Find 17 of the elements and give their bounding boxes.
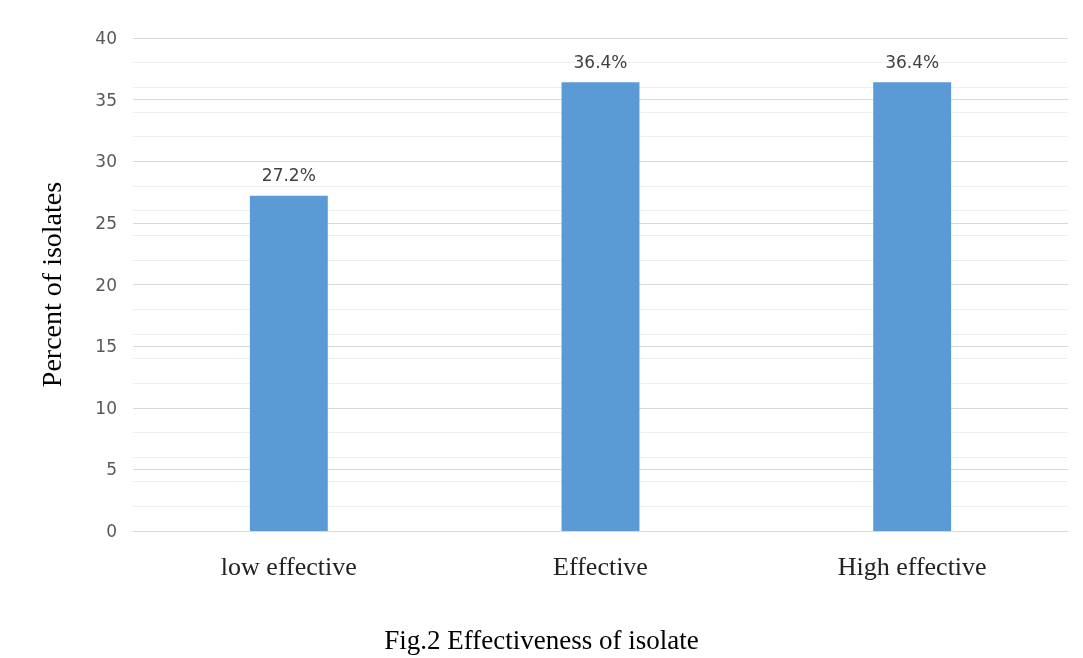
y-axis-title: Percent of isolates xyxy=(35,181,67,388)
y-tick-label: 5 xyxy=(106,459,117,480)
data-label: 36.4% xyxy=(573,51,628,72)
y-tick-label: 30 xyxy=(95,151,117,172)
y-tick-label: 20 xyxy=(95,274,117,295)
y-tick-label: 10 xyxy=(95,397,117,418)
data-label: 27.2% xyxy=(261,165,316,186)
text: Fig.2 Effectiveness of isolate xyxy=(384,624,699,655)
y-tick-label: 15 xyxy=(95,336,117,357)
y-tick-label: 0 xyxy=(106,521,117,541)
x-tick-label: High effective xyxy=(837,551,987,581)
y-tick-label: 25 xyxy=(95,212,117,233)
x-tick-label: low effective xyxy=(220,551,357,581)
y-tick-label: 35 xyxy=(95,89,117,110)
data-label: 36.4% xyxy=(885,51,940,72)
y-tick-label: 40 xyxy=(95,28,117,48)
x-tick-label: Effective xyxy=(553,551,648,581)
